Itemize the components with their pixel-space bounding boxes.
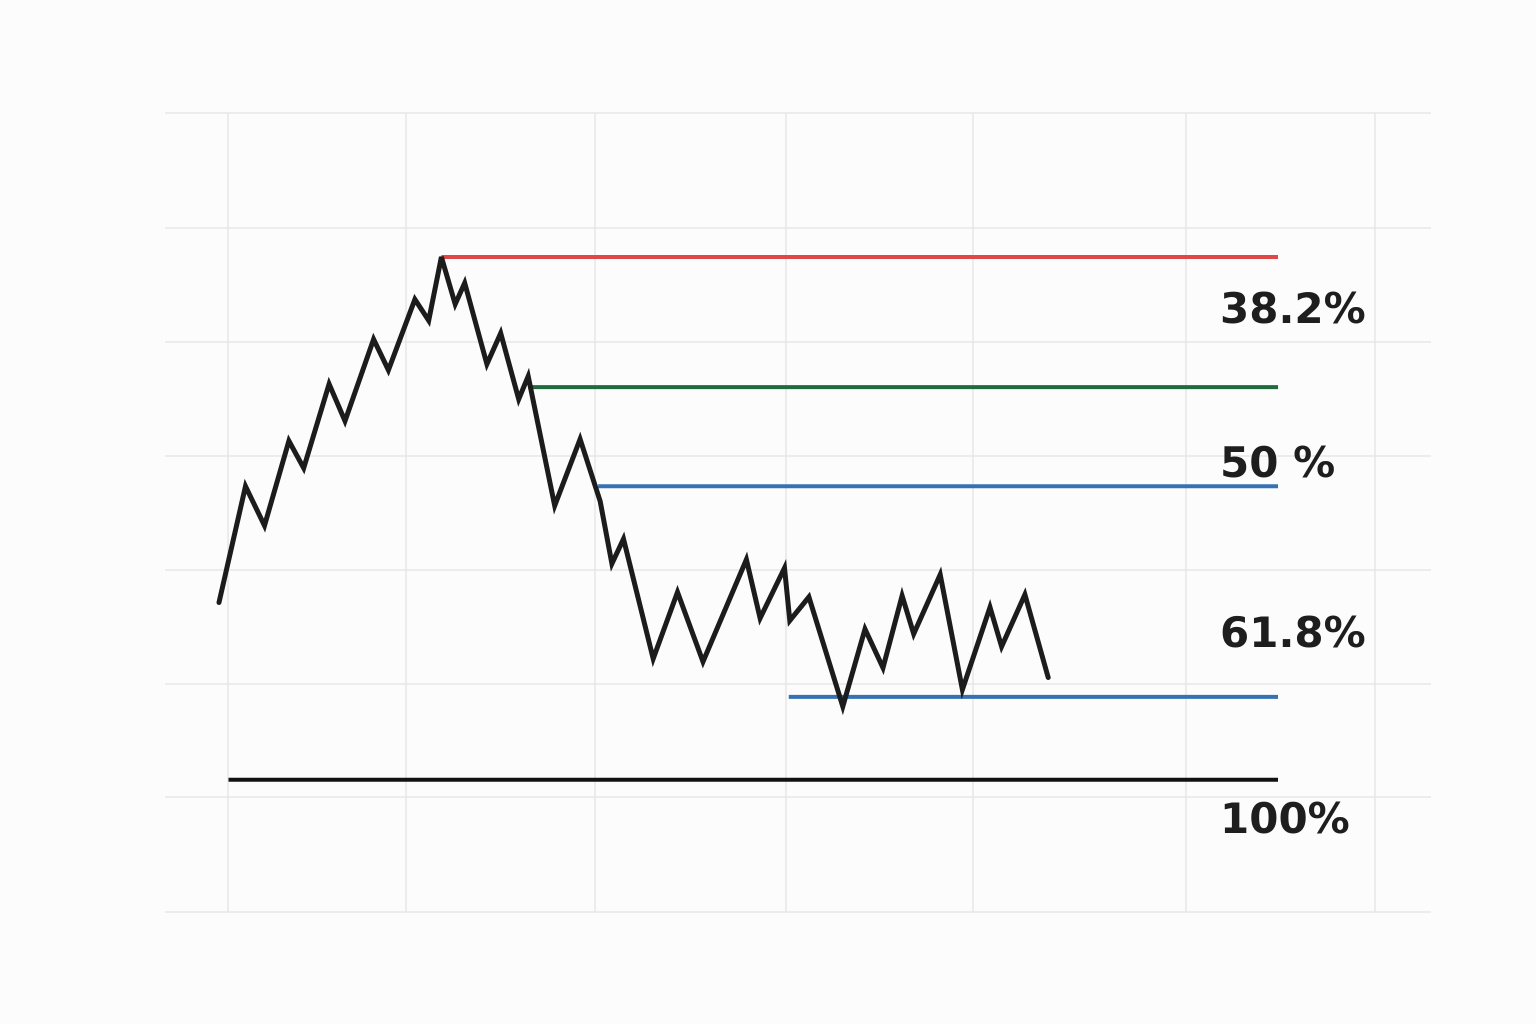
- fib-level-label: 61.8%: [1220, 608, 1366, 657]
- price-series-line: [216, 256, 1051, 716]
- fib-level-label: 100%: [1220, 794, 1350, 843]
- fib-level-label: 38.2%: [1220, 284, 1366, 333]
- fib-level-label: 50 %: [1220, 438, 1335, 487]
